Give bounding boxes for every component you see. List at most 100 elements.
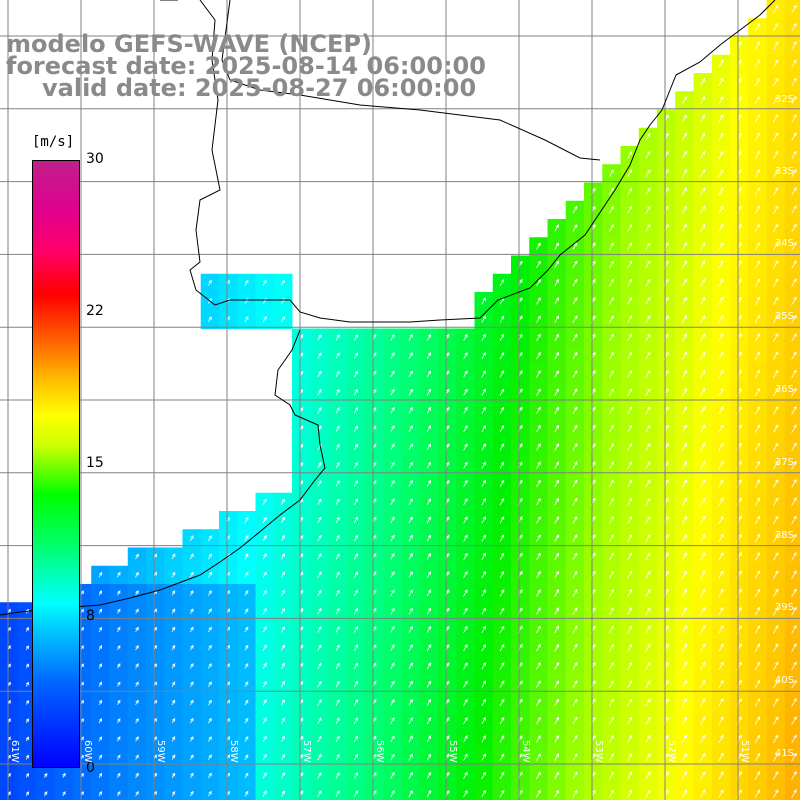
wind-arrow: [572, 461, 578, 469]
wind-arrow: [700, 387, 706, 397]
wind-arrow: [773, 387, 779, 397]
wind-arrow: [554, 661, 560, 670]
wind-arrow: [117, 736, 121, 742]
wind-arrow: [718, 716, 724, 725]
wind-arrow: [754, 770, 761, 780]
wind-arrow: [681, 479, 687, 488]
wind-arrow: [426, 698, 432, 706]
colorbar-tick-22: 22: [86, 303, 104, 319]
wind-arrow: [171, 790, 176, 797]
wind-arrow: [681, 679, 687, 689]
wind-arrow: [791, 314, 797, 324]
wind-arrow: [117, 681, 121, 687]
wind-arrow: [645, 351, 651, 360]
wind-arrow: [681, 424, 687, 433]
wind-arrow: [627, 680, 633, 689]
title-model: modelo GEFS-WAVE (NCEP): [6, 30, 372, 58]
lon-label: 55W: [447, 740, 458, 763]
wind-arrow: [244, 717, 249, 724]
wind-cell: [748, 784, 767, 800]
wind-arrow: [608, 789, 614, 798]
wind-arrow: [554, 789, 560, 798]
wind-arrow: [499, 388, 505, 396]
wind-arrow: [171, 571, 176, 578]
wind-arrow: [681, 460, 687, 470]
wind-arrow: [390, 498, 395, 506]
wind-arrow: [390, 370, 395, 378]
wind-arrow: [773, 734, 779, 744]
wind-cell: [529, 784, 548, 800]
wind-arrow: [390, 680, 395, 688]
wind-arrow: [681, 260, 687, 269]
wind-arrow: [754, 424, 761, 433]
wind-arrow: [718, 369, 724, 379]
wind-arrow: [681, 752, 687, 762]
wind-arrow: [609, 479, 614, 488]
wind-arrow: [335, 717, 340, 724]
wind-cell: [784, 584, 800, 603]
wind-arrow: [189, 681, 194, 687]
wind-arrow: [608, 716, 614, 725]
wind-arrow: [335, 534, 340, 542]
wind-arrow: [791, 716, 797, 726]
wind-arrow: [536, 716, 541, 725]
wind-arrow: [754, 533, 761, 543]
wind-arrow: [773, 588, 779, 598]
wind-arrow: [572, 552, 578, 561]
wind-arrow: [645, 205, 651, 214]
wind-arrow: [627, 588, 633, 597]
wind-arrow: [426, 443, 431, 451]
wind-arrow: [681, 533, 687, 543]
wind-arrow: [317, 626, 322, 633]
wind-arrow: [791, 551, 797, 561]
wind-arrow: [62, 791, 66, 797]
wind-arrow: [463, 479, 468, 487]
wind-arrow: [317, 553, 322, 560]
wind-arrow: [481, 516, 486, 524]
wind-arrow: [25, 645, 29, 651]
wind-arrow: [645, 497, 651, 506]
wind-arrow: [317, 644, 322, 651]
wind-arrow: [262, 735, 267, 743]
wind-arrow: [536, 370, 541, 378]
wind-arrow: [718, 752, 724, 762]
wind-arrow: [681, 406, 687, 415]
wind-arrow: [208, 571, 212, 578]
wind-arrow: [609, 187, 614, 196]
wind-arrow: [791, 424, 797, 433]
wind-arrow: [117, 790, 121, 797]
wind-arrow: [773, 661, 779, 671]
wind-arrow: [463, 643, 468, 652]
wind-arrow: [681, 333, 687, 342]
wind-arrow: [335, 680, 340, 688]
wind-arrow: [536, 497, 541, 506]
wind-arrow: [499, 370, 505, 378]
wind-arrow: [754, 515, 761, 525]
wind-arrow: [481, 735, 486, 743]
wind-arrow: [609, 351, 614, 360]
wind-arrow: [335, 498, 340, 505]
wind-cell: [784, 200, 800, 220]
wind-arrow: [791, 533, 797, 543]
wind-arrow: [554, 479, 560, 488]
wind-arrow: [262, 534, 267, 542]
wind-arrow: [536, 461, 541, 469]
wind-arrow: [681, 114, 687, 123]
wind-arrow: [554, 224, 559, 232]
wind-cell: [784, 620, 800, 640]
wind-arrow: [754, 752, 761, 762]
wind-arrow: [335, 480, 340, 487]
wind-arrow: [754, 369, 761, 379]
wind-cell: [784, 748, 800, 767]
wind-arrow: [754, 643, 761, 652]
wind-arrow: [773, 697, 779, 707]
wind-arrow: [335, 425, 340, 432]
wind-arrow: [718, 679, 724, 689]
wind-arrow: [353, 589, 359, 597]
wind-cell: [784, 219, 800, 238]
wind-arrow: [554, 370, 559, 378]
lat-label: 33S: [774, 166, 794, 177]
wind-arrow: [627, 150, 633, 159]
wind-arrow: [609, 223, 614, 232]
lon-label: 59W: [155, 740, 166, 763]
